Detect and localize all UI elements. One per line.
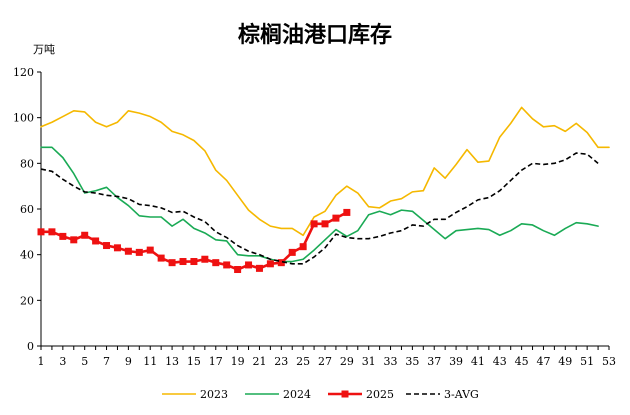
series-2025-point xyxy=(179,258,187,266)
x-tick-label: 29 xyxy=(340,355,354,368)
series-2025-point xyxy=(277,259,285,267)
legend-label: 2025 xyxy=(366,388,394,401)
y-tick-label: 80 xyxy=(20,157,34,170)
series-2025-point xyxy=(168,259,176,267)
series-2025-point xyxy=(135,248,143,256)
series-2025-point xyxy=(37,228,45,236)
x-tick-label: 5 xyxy=(81,355,88,368)
series-2025-point xyxy=(223,261,231,269)
x-tick-label: 53 xyxy=(602,355,616,368)
y-tick-label: 60 xyxy=(20,203,34,216)
y-tick-label: 100 xyxy=(13,112,34,125)
x-tick-label: 1 xyxy=(38,355,45,368)
legend: 2023 2024 2025 3-AVG xyxy=(162,388,479,401)
x-tick-label: 23 xyxy=(274,355,288,368)
series-2025-point xyxy=(48,228,56,236)
x-tick-label: 33 xyxy=(384,355,398,368)
legend-label: 2023 xyxy=(200,388,228,401)
x-tick-label: 31 xyxy=(362,355,376,368)
x-tick-label: 9 xyxy=(125,355,132,368)
series-2025-point xyxy=(234,266,242,274)
x-tick-label: 41 xyxy=(471,355,485,368)
y-axis-unit-label: 万吨 xyxy=(33,43,55,56)
legend-item-2024: 2024 xyxy=(245,388,311,401)
series-2025-point xyxy=(321,220,329,228)
x-tick-label: 3 xyxy=(59,355,66,368)
y-tick-label: 40 xyxy=(20,249,34,262)
y-tick-label: 20 xyxy=(20,294,34,307)
series-2025-point xyxy=(113,244,121,252)
series-3-avg-line xyxy=(40,152,599,265)
series-2025-point xyxy=(299,243,307,251)
x-tick-label: 25 xyxy=(296,355,310,368)
x-tick-label: 47 xyxy=(536,355,550,368)
series-2025-point xyxy=(103,242,111,250)
series-2024-line xyxy=(40,146,599,263)
legend-item-2025: 2025 xyxy=(328,388,394,401)
series-2025-point xyxy=(70,236,78,244)
series-2025-point xyxy=(255,264,263,272)
series-2023-line xyxy=(40,106,610,237)
y-tick-label: 0 xyxy=(27,340,34,353)
series-2025-point xyxy=(332,214,340,222)
series-2025-point xyxy=(245,261,253,269)
x-tick-label: 51 xyxy=(580,355,594,368)
series-layer xyxy=(37,106,610,274)
series-2023 xyxy=(40,106,610,237)
x-tick-label: 11 xyxy=(143,355,157,368)
legend-item-2023: 2023 xyxy=(162,388,228,401)
series-3-avg xyxy=(40,152,599,265)
x-tick-label: 13 xyxy=(165,355,179,368)
series-2025-point xyxy=(288,248,296,256)
series-2025-point xyxy=(190,258,198,266)
series-2025-point xyxy=(201,255,209,263)
series-2025-point xyxy=(343,208,351,216)
series-2025-point xyxy=(266,260,274,268)
x-tick-label: 35 xyxy=(405,355,419,368)
y-tick-label: 120 xyxy=(13,66,34,79)
series-2025-point xyxy=(59,232,67,240)
x-tick-label: 37 xyxy=(427,355,441,368)
x-tick-label: 43 xyxy=(493,355,507,368)
x-tick-label: 17 xyxy=(209,355,223,368)
series-2025-point xyxy=(310,220,318,228)
series-2025-point xyxy=(92,237,100,245)
series-2024 xyxy=(40,146,599,263)
x-tick-label: 21 xyxy=(252,355,266,368)
legend-label: 2024 xyxy=(283,388,311,401)
series-2025 xyxy=(37,208,351,274)
x-tick-label: 7 xyxy=(103,355,110,368)
series-2025-point xyxy=(146,246,154,254)
series-2025-point xyxy=(157,254,165,262)
x-tick-label: 27 xyxy=(318,355,332,368)
series-2025-point xyxy=(212,259,220,267)
legend-marker xyxy=(341,390,349,398)
chart-title: 棕榈油港口库存 xyxy=(238,22,392,48)
series-2025-point xyxy=(81,231,89,239)
legend-label: 3-AVG xyxy=(444,388,479,401)
x-tick-label: 45 xyxy=(515,355,529,368)
legend-item-3-avg: 3-AVG xyxy=(406,388,479,401)
x-tick-label: 49 xyxy=(558,355,572,368)
series-2025-point xyxy=(124,247,132,255)
x-tick-label: 19 xyxy=(231,355,245,368)
x-tick-label: 15 xyxy=(187,355,201,368)
x-tick-label: 39 xyxy=(449,355,463,368)
